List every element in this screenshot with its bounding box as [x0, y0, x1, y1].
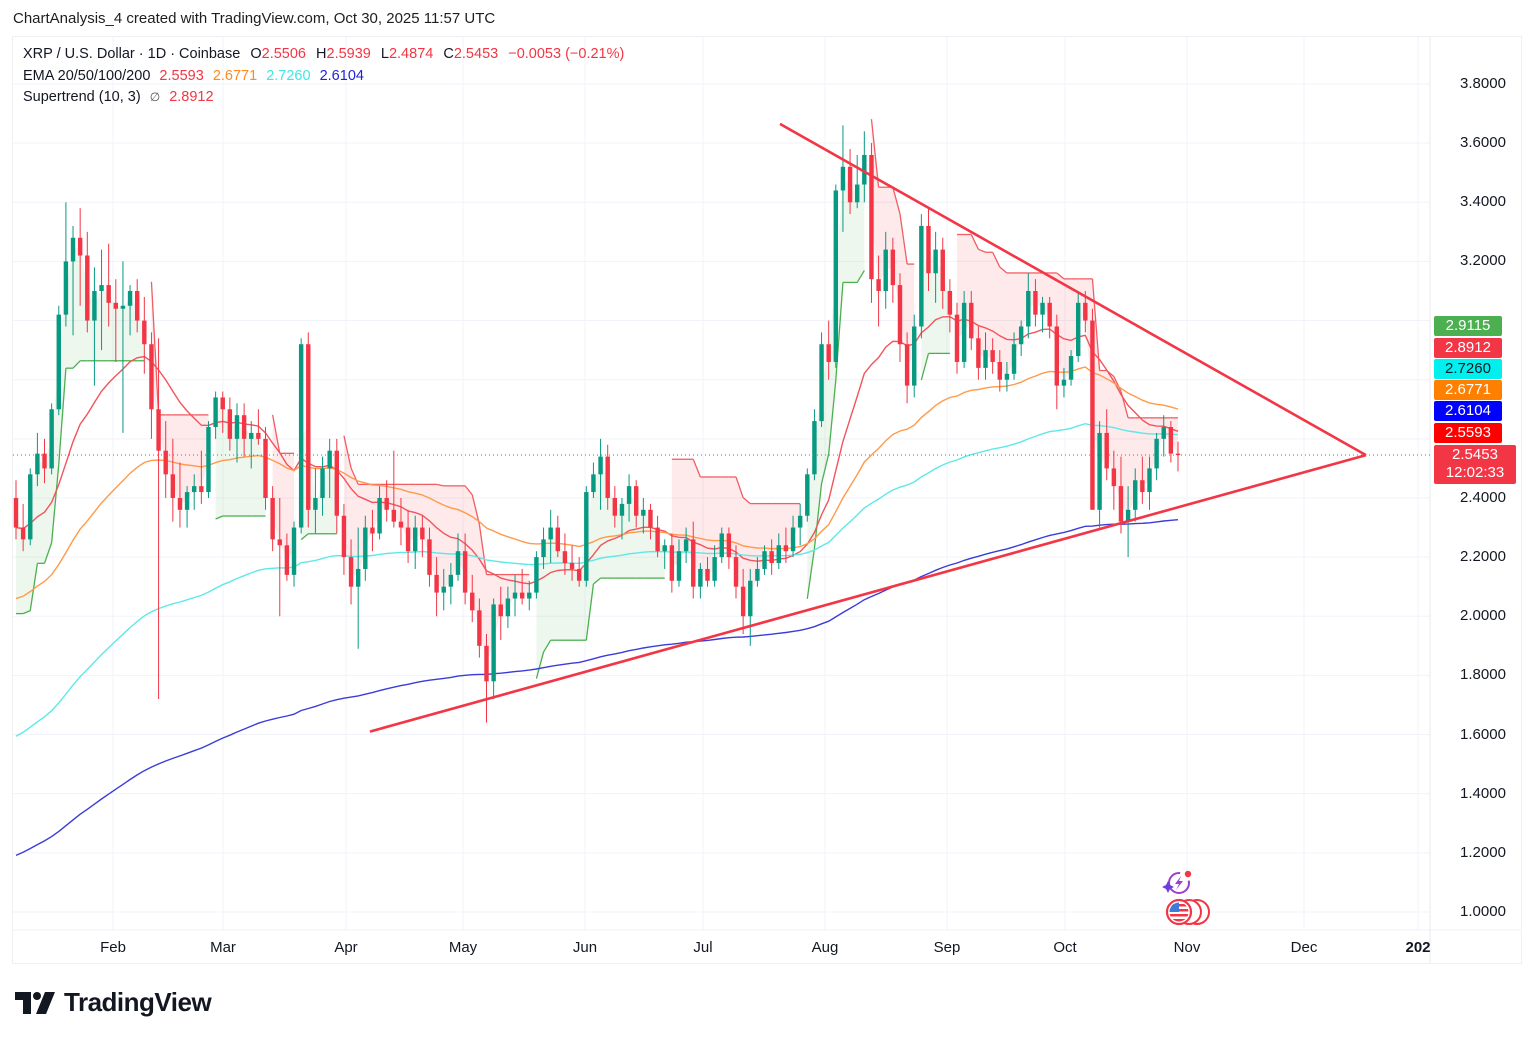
ema50-value: 2.6771 [212, 67, 258, 84]
ohlc-close-value: 2.5453 [453, 46, 499, 62]
last-price-tag: 2.5453 12:02:33 [1434, 445, 1516, 484]
ema-label: EMA 20/50/100/200 [23, 67, 151, 84]
ohlc-high-key: H [316, 46, 327, 62]
us-economic-event-icon[interactable] [1163, 898, 1215, 931]
earnings-event-icon[interactable] [1160, 868, 1196, 903]
ema100-line [15, 422, 1179, 737]
bar-countdown: 12:02:33 [1445, 464, 1505, 481]
time-tick-label: Apr [334, 939, 358, 956]
ohlc-low-value: 2.4874 [388, 46, 434, 62]
symbol-legend-row[interactable]: XRP / U.S. Dollar · 1D · Coinbase O2.550… [23, 44, 624, 66]
ema20-value: 2.5593 [159, 67, 204, 84]
tradingview-logo-icon [15, 991, 55, 1014]
ema-legend-row[interactable]: EMA 20/50/100/200 2.5593 2.6771 2.7260 2… [23, 66, 624, 88]
time-tick-label: Feb [100, 939, 126, 956]
price-tick-label: 3.2000 [1460, 252, 1506, 270]
time-tick-label: Jun [572, 939, 598, 956]
supertrend-value: 2.8912 [169, 89, 214, 105]
price-tick-label: 3.8000 [1460, 75, 1506, 92]
ema20-line [15, 315, 1179, 585]
chart-frame [12, 36, 1522, 964]
supertrend-label: Supertrend (10, 3) [23, 89, 141, 105]
price-tag: 2.9115 [1434, 316, 1502, 336]
price-tick-label: 2.4000 [1460, 488, 1506, 506]
price-tick-label: 1.2000 [1460, 843, 1506, 861]
time-tick-label: Aug [811, 939, 839, 956]
ascending-trendline[interactable] [369, 453, 1367, 733]
time-tick-label: Sep [933, 939, 961, 956]
candles [13, 125, 1181, 723]
tradingview-brand[interactable]: TradingView [15, 987, 212, 1018]
price-tick-label: 1.6000 [1460, 725, 1506, 743]
time-tick-label: Nov [1173, 939, 1201, 956]
supertrend-indicator [16, 119, 1178, 679]
ema200-value: 2.6104 [319, 67, 364, 84]
supertrend-legend-row[interactable]: Supertrend (10, 3) ∅ 2.8912 [23, 87, 624, 109]
descending-trendline[interactable] [779, 122, 1367, 457]
time-tick-label: May [448, 939, 478, 956]
ohlc-open-key: O [250, 46, 262, 62]
symbol-title: XRP / U.S. Dollar · 1D · Coinbase [23, 46, 241, 62]
time-tick-label: Jul [693, 939, 713, 956]
price-tag: 2.7260 [1434, 359, 1502, 379]
time-tick-label: 202 [1405, 939, 1431, 956]
last-price-value: 2.5453 [1452, 446, 1498, 463]
price-tick-label: 1.0000 [1460, 902, 1506, 920]
price-change: −0.0053 (−0.21%) [508, 46, 625, 62]
price-tick-label: 3.6000 [1460, 134, 1506, 152]
price-tag: 2.6771 [1434, 380, 1502, 400]
ema100-value: 2.7260 [266, 67, 311, 84]
time-tick-label: Oct [1053, 939, 1077, 956]
ohlc-open-value: 2.5506 [261, 46, 306, 62]
hidden-symbol-icon: ∅ [149, 90, 161, 104]
ohlc-close-key: C [443, 46, 454, 62]
time-tick-label: Mar [210, 939, 236, 956]
price-tick-label: 2.2000 [1460, 548, 1506, 566]
price-tick-label: 1.4000 [1460, 784, 1506, 802]
ohlc-high-value: 2.5939 [326, 46, 371, 62]
price-tick-label: 3.4000 [1460, 193, 1506, 211]
chart-caption: ChartAnalysis_4 created with TradingView… [13, 10, 496, 27]
price-tick-label: 2.0000 [1460, 607, 1506, 625]
price-tag: 2.8912 [1434, 338, 1502, 358]
price-tag: 2.5593 [1434, 423, 1502, 443]
price-tick-label: 1.8000 [1460, 666, 1506, 684]
chart-legend: XRP / U.S. Dollar · 1D · Coinbase O2.550… [23, 44, 624, 109]
ohlc-low-key: L [380, 46, 389, 62]
ema200-line [15, 519, 1179, 857]
brand-name: TradingView [64, 987, 212, 1017]
price-tag: 2.6104 [1434, 401, 1502, 421]
time-tick-label: Dec [1290, 939, 1318, 956]
